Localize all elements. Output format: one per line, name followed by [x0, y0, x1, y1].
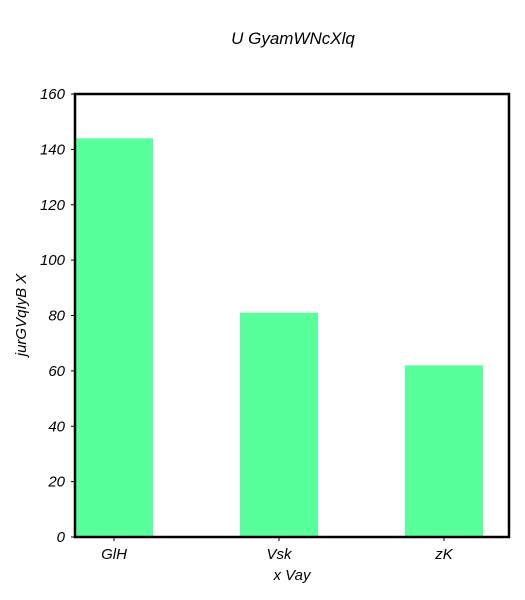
y-tick-label: 0	[57, 529, 66, 546]
x-tick-label: zK	[434, 546, 454, 563]
bar-glh	[75, 138, 153, 538]
x-axis-label: x Vay	[273, 567, 312, 584]
y-tick-label: 20	[47, 474, 65, 491]
y-tick-label: 60	[48, 363, 65, 380]
y-tick-label: 160	[40, 86, 66, 103]
y-tick-label: 40	[48, 418, 65, 435]
x-axis-ticks: GlH Vsk zK	[101, 537, 454, 563]
x-tick-label: GlH	[101, 546, 127, 563]
bar-zk	[405, 365, 483, 537]
y-axis-ticks: 0 20 40 60 80 100 120 140 160	[40, 86, 75, 546]
y-axis-label: jurGVqIyB X	[13, 273, 30, 359]
bars-group	[75, 138, 483, 538]
y-tick-label: 140	[40, 141, 66, 158]
y-tick-label: 80	[48, 308, 65, 325]
plot-frame	[73, 92, 511, 539]
bar-vsk	[240, 312, 318, 537]
x-tick-label: Vsk	[266, 546, 293, 563]
chart-title: U GyamWNcXlq	[231, 29, 355, 48]
y-tick-label: 100	[40, 252, 66, 269]
y-tick-label: 120	[40, 197, 66, 214]
